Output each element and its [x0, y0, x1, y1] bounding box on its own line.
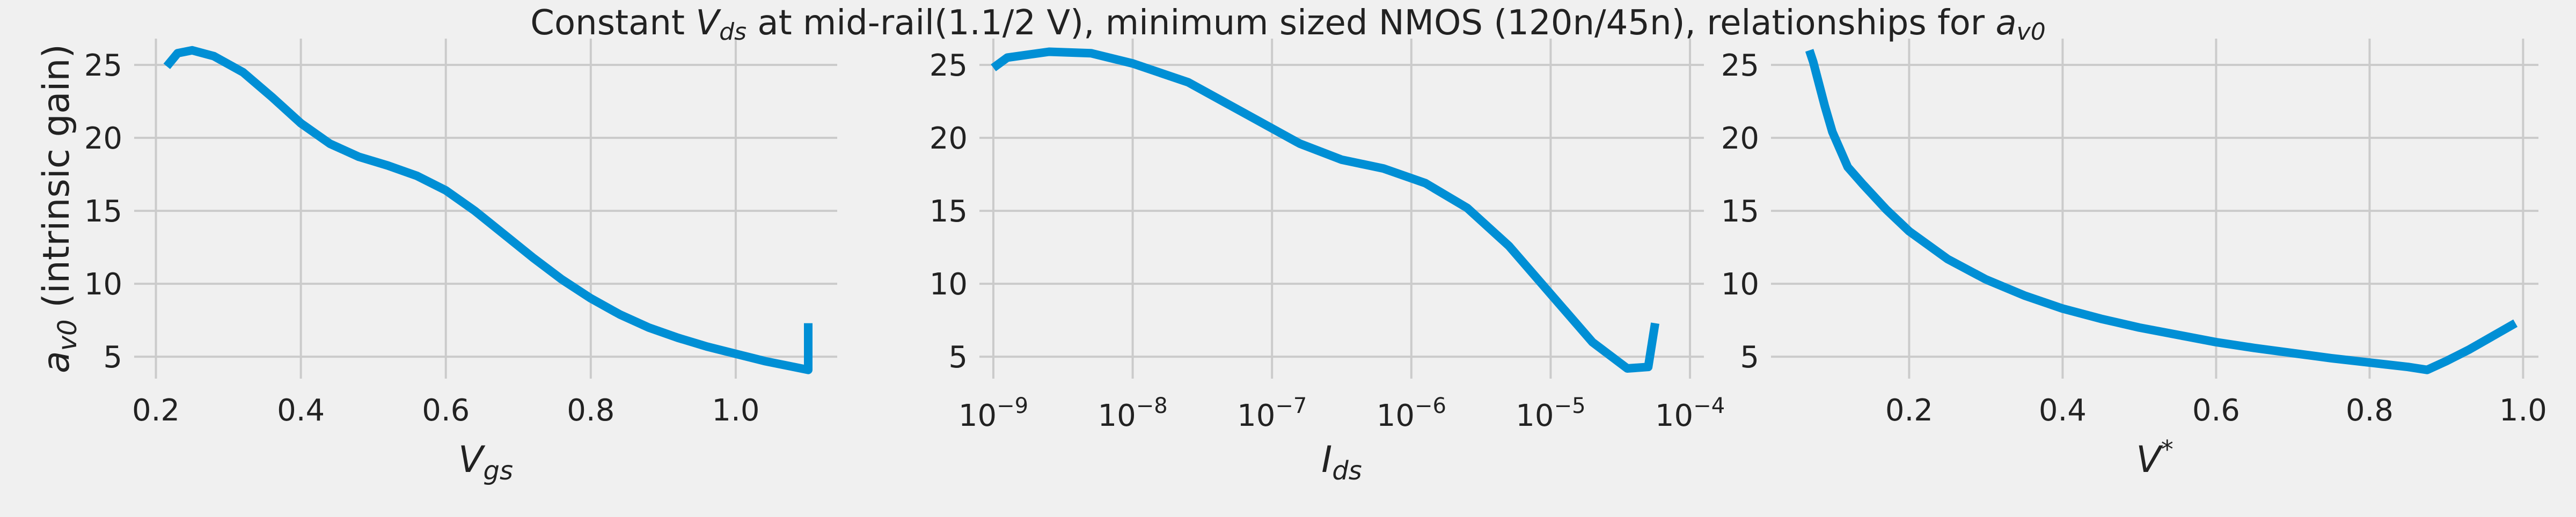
x-tick-label: 10−8	[1097, 394, 1167, 433]
x-tick-label: 10−6	[1377, 394, 1446, 433]
x-tick-label: 0.8	[567, 393, 614, 428]
figure-title: Constant Vds at mid-rail(1.1/2 V), minim…	[530, 3, 2046, 46]
y-tick-label: 10	[1721, 267, 1759, 302]
y-tick-label: 20	[930, 121, 968, 156]
series-line	[163, 46, 813, 374]
y-tick-label: 25	[930, 48, 968, 83]
x-tick-label: 10−5	[1516, 394, 1585, 433]
y-tick-label: 5	[948, 340, 968, 375]
y-tick-label: 25	[84, 48, 122, 83]
x-tick-label: 1.0	[2499, 393, 2547, 428]
x-tick-label: 1.0	[712, 393, 759, 428]
panel-vstar: 5 10 15 20 25 0.2 0.4 0.6 0.8 1.0 V*	[1721, 39, 2547, 481]
y-tick-label: 25	[1721, 48, 1759, 83]
x-tick-label: 0.4	[2039, 393, 2087, 428]
series-line	[1805, 49, 2518, 374]
y-axis-label: av0 (intrinsic gain)	[35, 44, 83, 373]
y-tick-label: 10	[84, 267, 122, 302]
y-tick-label: 15	[930, 194, 968, 229]
y-tick-label: 5	[1740, 340, 1759, 375]
x-tick-label: 10−7	[1237, 394, 1307, 433]
panel-vgs: 5 10 15 20 25 0.2 0.4 0.6 0.8 1.0 Vgs av0 (intrinsi…	[35, 39, 837, 486]
y-tick-label: 5	[103, 340, 122, 375]
y-tick-label: 15	[84, 194, 122, 229]
y-tick-label: 10	[930, 267, 968, 302]
x-tick-label: 0.2	[1885, 393, 1933, 428]
x-tick-label: 0.2	[132, 393, 180, 428]
x-axis-label: Vgs	[458, 439, 513, 486]
y-tick-label: 15	[1721, 194, 1759, 229]
x-axis-label: V*	[2136, 435, 2174, 481]
y-tick-label: 20	[84, 121, 122, 156]
x-tick-label: 0.6	[422, 393, 470, 428]
x-axis-label: Ids	[1321, 439, 1362, 486]
series-line	[991, 47, 1660, 373]
x-tick-label: 10−4	[1655, 394, 1725, 433]
panel-ids: 5 10 15 20 25 10−9 10−8 10−7 10−6 10−5 10−4 Ids	[930, 39, 1725, 486]
x-tick-label: 0.4	[277, 393, 325, 428]
x-tick-label: 10−9	[958, 394, 1028, 433]
y-tick-label: 20	[1721, 121, 1759, 156]
x-tick-label: 0.6	[2192, 393, 2240, 428]
x-tick-label: 0.8	[2346, 393, 2394, 428]
